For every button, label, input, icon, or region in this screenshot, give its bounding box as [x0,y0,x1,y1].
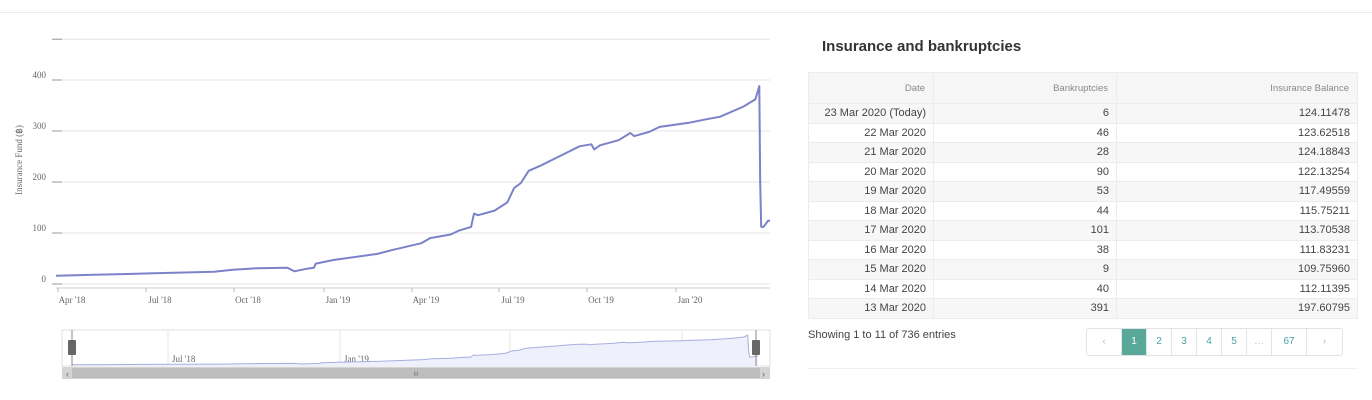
cell-date: 15 Mar 2020 [808,259,934,280]
table-row: 21 Mar 2020 28 124.18843 [808,142,1358,163]
table-row: 16 Mar 2020 38 111.83231 [808,239,1358,260]
cell-bankruptcies: 38 [933,239,1117,260]
pagination: ‹ 1 2 3 4 5… 67 › [1086,328,1343,356]
cell-date: 16 Mar 2020 [808,239,934,260]
scrollbar-thumb[interactable] [72,368,760,378]
column-header-date[interactable]: Date [808,72,934,104]
cell-insurance-balance: 197.60795 [1116,298,1358,319]
x-tick-label: Jan '20 [678,295,703,305]
navigator-right-handle[interactable] [752,340,760,355]
cell-insurance-balance: 122.13254 [1116,161,1358,182]
cell-date: 19 Mar 2020 [808,181,934,202]
cell-bankruptcies: 28 [933,142,1117,163]
y-tick-label: 200 [33,172,47,182]
panel-title: Insurance and bankruptcies [822,38,1022,55]
scroll-right-icon[interactable]: › [762,369,765,379]
cell-bankruptcies: 6 [933,103,1117,124]
cell-bankruptcies: 40 [933,278,1117,299]
page-button-3[interactable]: 3 [1172,329,1197,355]
y-tick-label: 0 [42,274,47,284]
x-tick-label: Jul '19 [501,295,525,305]
table-header-row: Date Bankruptcies Insurance Balance [808,72,1358,104]
cell-bankruptcies: 90 [933,161,1117,182]
cell-insurance-balance: 117.49559 [1116,181,1358,202]
table-row: 23 Mar 2020 (Today) 6 124.11478 [808,103,1358,124]
page-button-4[interactable]: 4 [1197,329,1222,355]
y-tick-label: 300 [33,121,47,131]
cell-bankruptcies: 9 [933,259,1117,280]
cell-date: 14 Mar 2020 [808,278,934,299]
cell-insurance-balance: 113.70538 [1116,220,1358,241]
scrollbar-grip-icon: III [413,372,418,378]
table-row: 19 Mar 2020 53 117.49559 [808,181,1358,202]
cell-insurance-balance: 112.11395 [1116,278,1358,299]
page-button-67[interactable]: 67 [1272,329,1307,355]
table-row: 13 Mar 2020 391 197.60795 [808,298,1358,319]
column-header-bankruptcies[interactable]: Bankruptcies [933,72,1117,104]
cell-bankruptcies: 46 [933,122,1117,143]
cell-insurance-balance: 124.11478 [1116,103,1358,124]
x-tick-label: Jul '18 [148,295,172,305]
next-page-button[interactable]: › [1322,336,1327,347]
table-row: 14 Mar 2020 40 112.11395 [808,278,1358,299]
table-row: 22 Mar 2020 46 123.62518 [808,122,1358,143]
top-divider [0,12,1372,13]
x-tick-label: Apr '18 [59,295,86,305]
y-axis-label: Insurance Fund (฿) [14,125,24,195]
cell-date: 21 Mar 2020 [808,142,934,163]
bankruptcies-table: Date Bankruptcies Insurance Balance 23 M… [808,72,1358,319]
cell-date: 17 Mar 2020 [808,220,934,241]
navigator-area [72,335,758,366]
table-body: 23 Mar 2020 (Today) 6 124.11478 22 Mar 2020… [808,103,1358,319]
cell-insurance-balance: 115.75211 [1116,200,1358,221]
x-tick-label: Oct '19 [588,295,614,305]
column-header-insurance-balance[interactable]: Insurance Balance [1116,72,1358,104]
table-row: 20 Mar 2020 90 122.13254 [808,161,1358,182]
page-button-5[interactable]: 5 [1222,329,1247,355]
cell-insurance-balance: 124.18843 [1116,142,1358,163]
cell-date: 20 Mar 2020 [808,161,934,182]
table-row: 17 Mar 2020 101 113.70538 [808,220,1358,241]
bottom-divider [808,368,1358,369]
cell-insurance-balance: 123.62518 [1116,122,1358,143]
cell-insurance-balance: 111.83231 [1116,239,1358,260]
cell-bankruptcies: 391 [933,298,1117,319]
insurance-fund-chart[interactable]: 0 100 200 300 400 Apr '18 Jul '18 Oct '18 Jan '1… [0,0,790,400]
navigator-tick-label: Jul '18 [172,354,196,364]
entries-info: Showing 1 to 11 of 736 entries [808,329,956,341]
series-line [55,85,770,277]
previous-page-button[interactable]: ‹ [1087,329,1122,355]
navigator-tick-label: Jan '19 [344,354,369,364]
page-button-2[interactable]: 2 [1147,329,1172,355]
scroll-left-icon[interactable]: ‹ [66,369,69,379]
table-row: 18 Mar 2020 44 115.75211 [808,200,1358,221]
x-tick-label: Jan '19 [326,295,351,305]
cell-date: 13 Mar 2020 [808,298,934,319]
y-tick-label: 100 [33,223,47,233]
cell-date: 23 Mar 2020 (Today) [808,103,934,124]
navigator-left-handle[interactable] [68,340,76,355]
plot-area: 0 100 200 300 400 Apr '18 Jul '18 Oct '18 Jan '1… [33,38,770,305]
table-row: 15 Mar 2020 9 109.75960 [808,259,1358,280]
cell-bankruptcies: 53 [933,181,1117,202]
navigator-series-line [71,334,758,366]
cell-bankruptcies: 44 [933,200,1117,221]
cell-date: 18 Mar 2020 [808,200,934,221]
cell-bankruptcies: 101 [933,220,1117,241]
x-tick-label: Apr '19 [413,295,440,305]
pagination-ellipsis: … [1247,329,1272,355]
cell-insurance-balance: 109.75960 [1116,259,1358,280]
x-tick-label: Oct '18 [235,295,261,305]
cell-date: 22 Mar 2020 [808,122,934,143]
page-button-1[interactable]: 1 [1122,329,1147,355]
y-tick-label: 400 [33,70,47,80]
